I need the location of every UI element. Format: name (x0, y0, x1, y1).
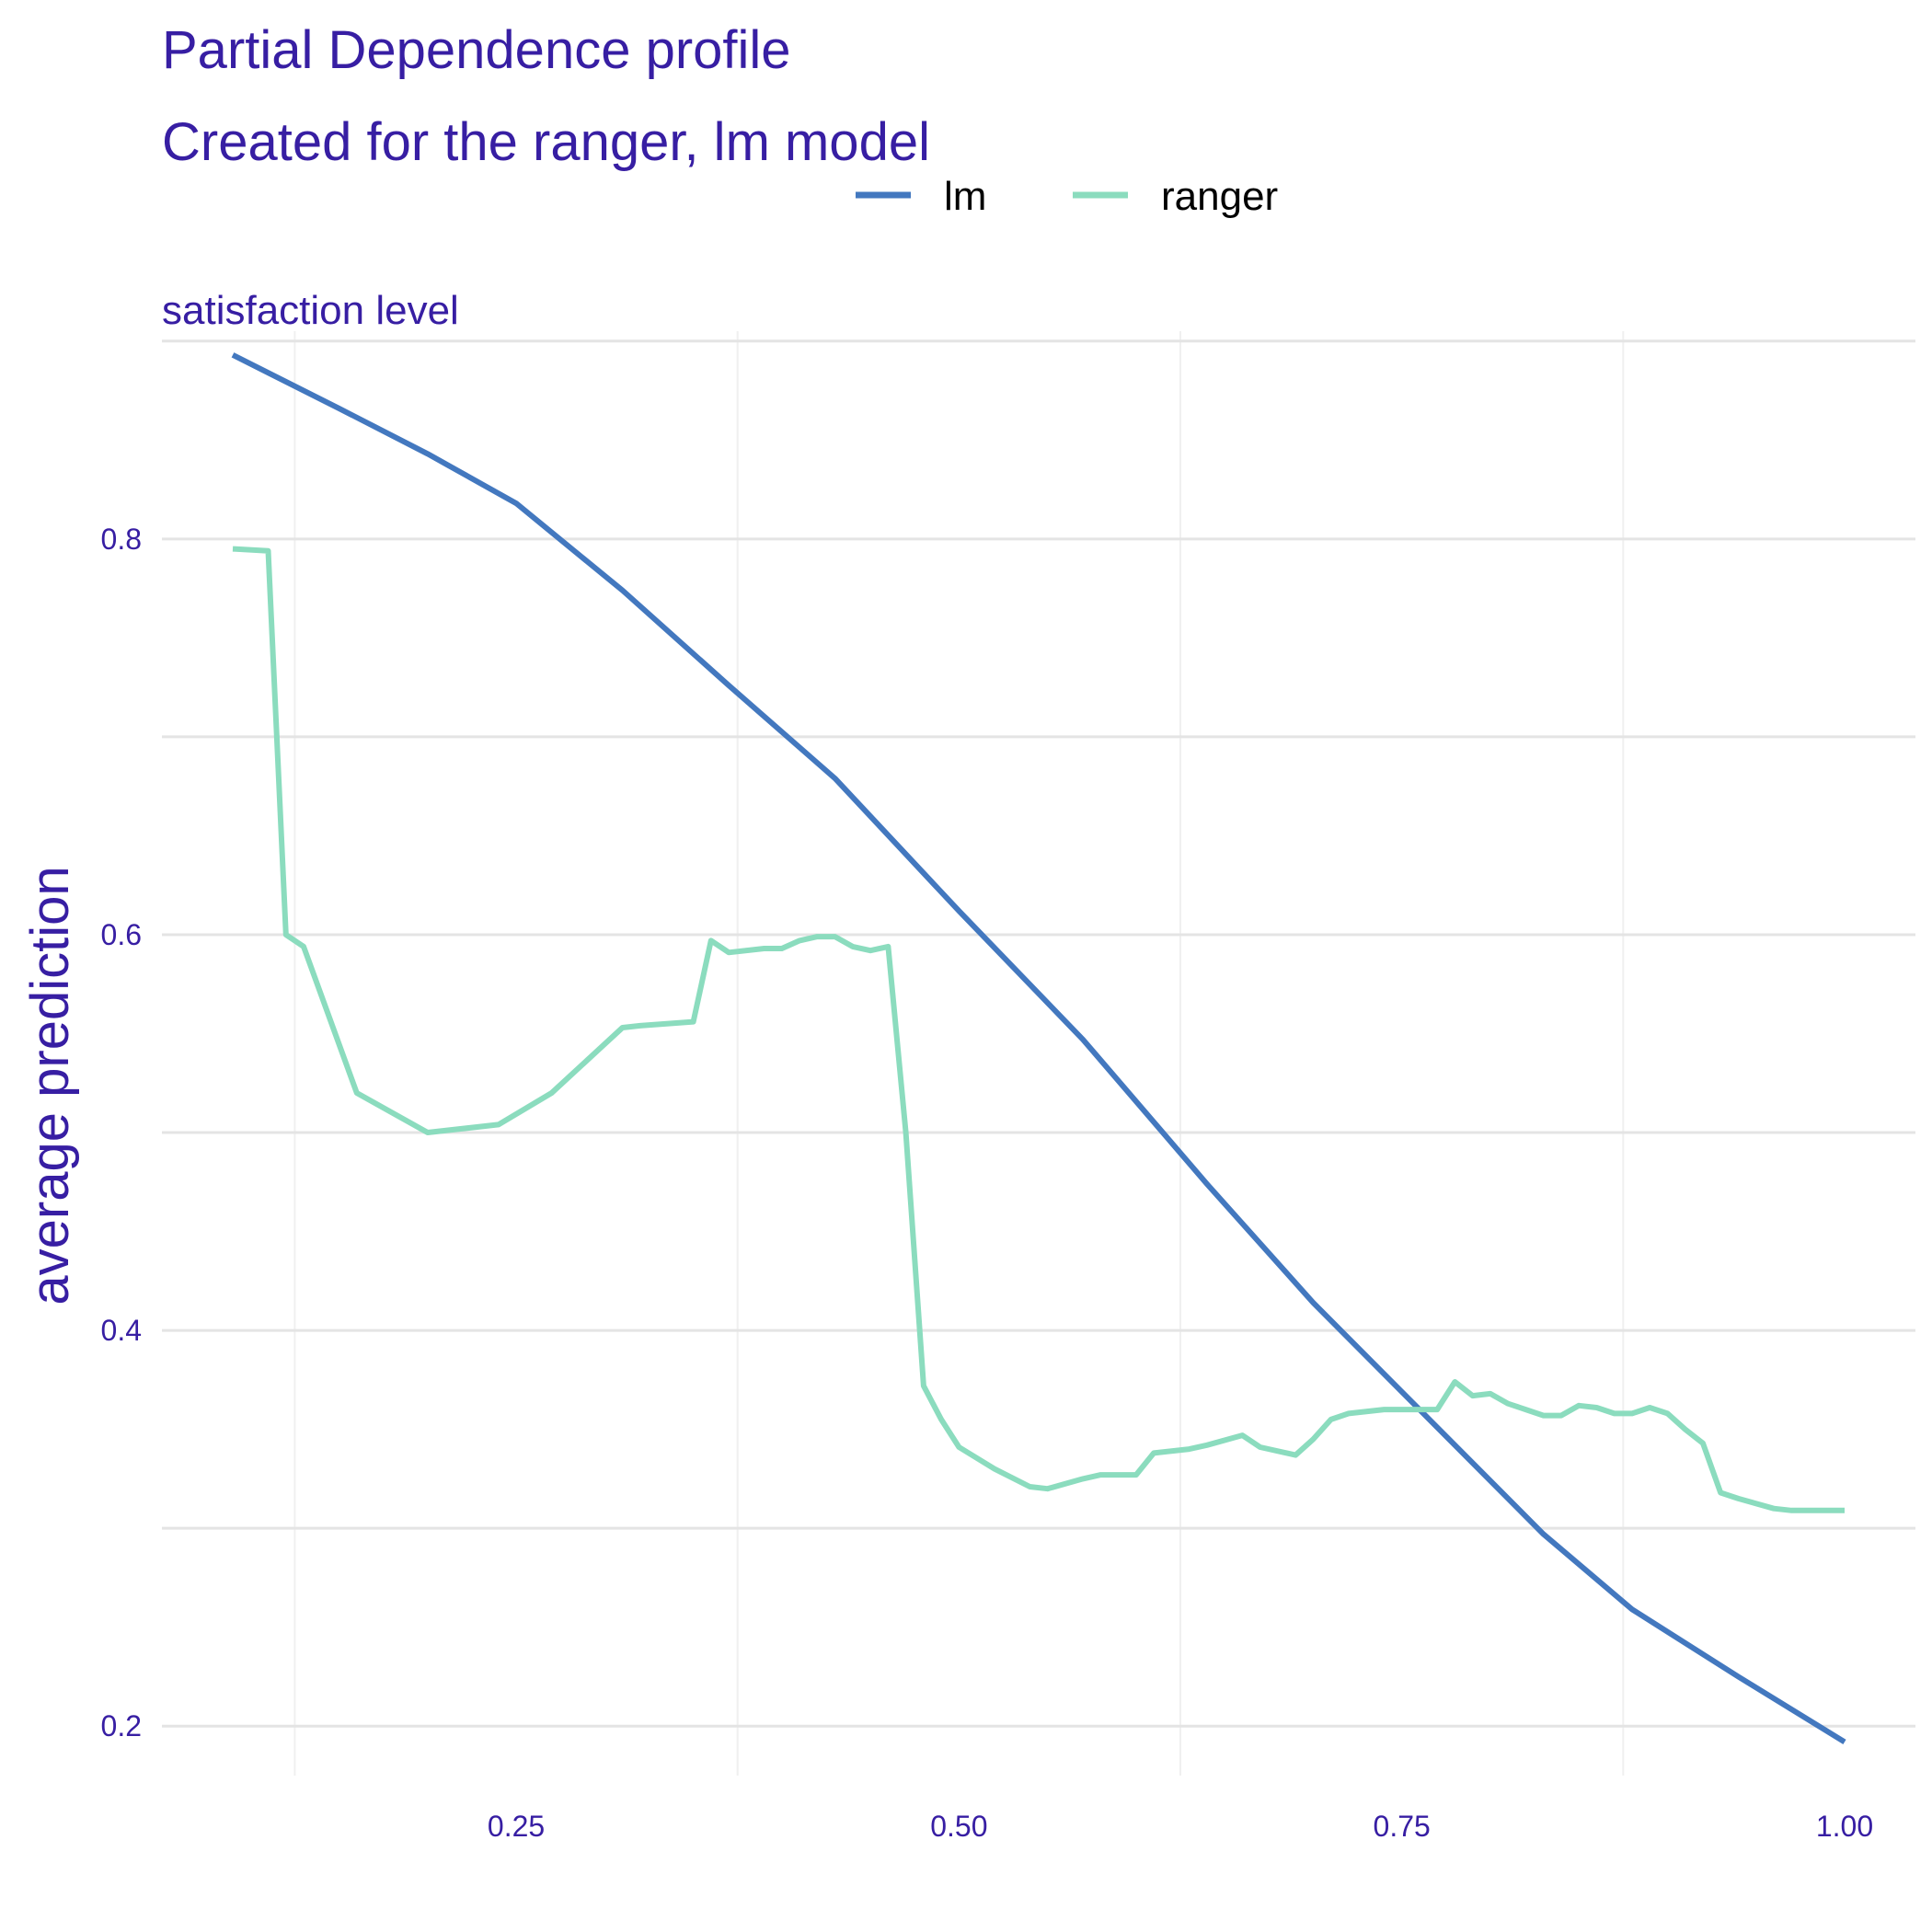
minor-grid (162, 331, 1915, 1776)
x-tick-label: 0.75 (1374, 1810, 1431, 1843)
y-tick-label: 0.2 (101, 1709, 142, 1742)
legend-label-ranger: ranger (1161, 174, 1278, 219)
legend: lm ranger (856, 174, 1278, 219)
chart-subtitle: Created for the ranger, lm model (162, 112, 930, 172)
major-grid (162, 537, 1915, 1728)
y-axis-label: average prediction (20, 866, 80, 1305)
legend-label-lm: lm (944, 174, 986, 219)
y-tick-label: 0.6 (101, 918, 142, 951)
x-tick-label: 1.00 (1816, 1810, 1873, 1843)
series-line-lm (231, 352, 1846, 1744)
series-line-ranger (232, 546, 1845, 1513)
chart-title: Partial Dependence profile (162, 20, 791, 80)
panel-label: satisfaction level (162, 288, 459, 333)
x-tick-label: 0.25 (488, 1810, 545, 1843)
y-tick-label: 0.4 (101, 1314, 142, 1347)
series-layer (231, 352, 1846, 1744)
x-tick-label: 0.50 (930, 1810, 987, 1843)
y-tick-label: 0.8 (101, 523, 142, 556)
tick-labels: 0.2 0.4 0.6 0.8 0.25 0.50 0.75 1.00 (101, 523, 1874, 1843)
